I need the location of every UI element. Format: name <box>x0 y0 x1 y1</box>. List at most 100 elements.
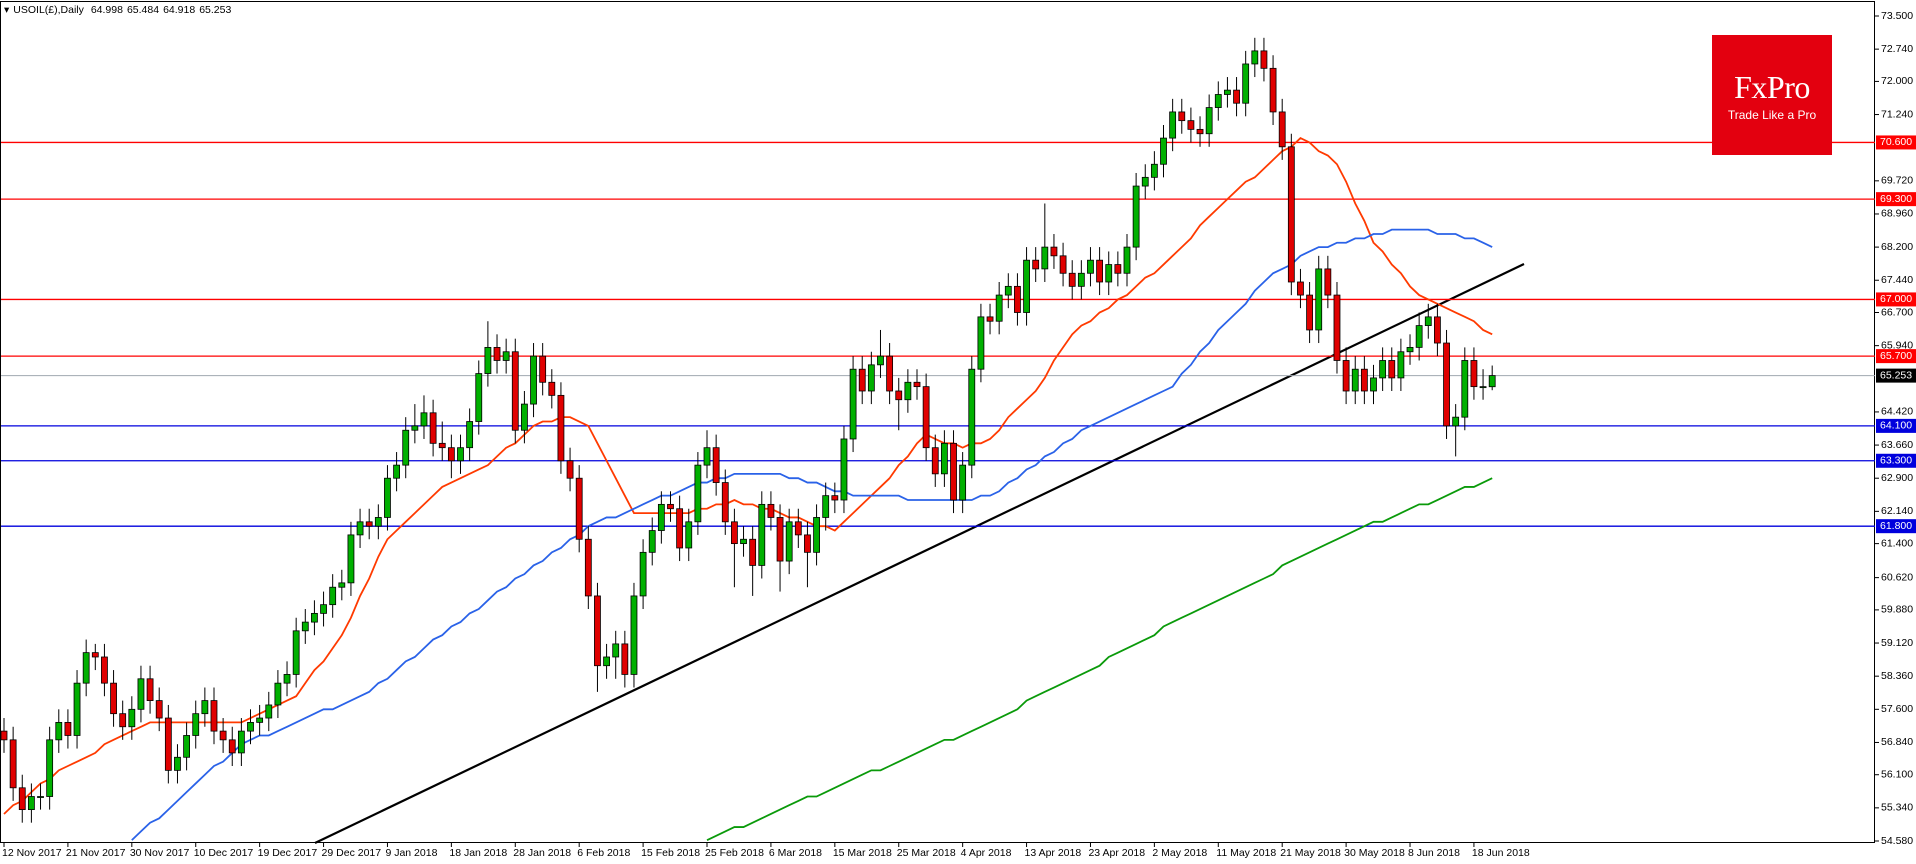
candle-body <box>347 534 355 584</box>
candle-body <box>931 447 939 475</box>
y-tick-label: 68.200 <box>1881 241 1913 253</box>
candle-body <box>657 503 665 531</box>
candle-body <box>1059 255 1067 274</box>
x-tick-label: 6 Feb 2018 <box>577 847 630 859</box>
candle-body <box>849 368 857 440</box>
candle-body <box>265 704 273 719</box>
candle-body <box>950 442 957 501</box>
candle-body <box>521 403 528 431</box>
x-tick-label: 12 Nov 2017 <box>2 847 62 859</box>
y-tick-label: 59.120 <box>1881 637 1913 649</box>
level-label-box <box>1876 453 1916 468</box>
candle-body <box>228 739 236 754</box>
candle-body <box>0 730 8 741</box>
candle-body <box>237 730 245 754</box>
candle-body <box>1443 342 1450 427</box>
candle-body <box>740 538 747 545</box>
candle-body <box>283 674 291 684</box>
plot-frame <box>0 1 1875 843</box>
candle-body <box>356 521 364 536</box>
candle-body <box>1251 50 1259 65</box>
candle-body <box>1406 346 1414 353</box>
candle-body <box>1479 386 1487 389</box>
header-icon: ▾ <box>4 4 10 16</box>
candle-body <box>420 412 428 427</box>
candle-body <box>402 429 410 466</box>
candle-body <box>630 595 638 675</box>
candle-body <box>676 508 684 549</box>
candle-body <box>922 386 930 449</box>
candle-body <box>1452 416 1460 427</box>
y-tick-label: 65.940 <box>1881 339 1913 351</box>
candle-body <box>1461 360 1469 418</box>
candle-body <box>1004 285 1012 296</box>
candle-body <box>895 390 903 401</box>
logo-tagline: Trade Like a Pro <box>1727 108 1817 122</box>
candle-body <box>119 713 127 728</box>
candle-body <box>1388 360 1396 379</box>
candle-body <box>1132 185 1140 248</box>
candle-body <box>831 495 839 501</box>
candle-body <box>858 368 866 392</box>
high-value: 65.484 <box>126 4 160 16</box>
y-tick-label: 67.440 <box>1881 274 1913 286</box>
candle-body <box>1379 360 1387 379</box>
candle-body <box>311 612 318 623</box>
y-tick-label: 55.340 <box>1881 802 1913 814</box>
candle-body <box>959 464 967 501</box>
y-tick-label: 60.620 <box>1881 571 1913 583</box>
x-tick-label: 11 May 2018 <box>1216 847 1276 859</box>
candle-body <box>128 708 136 728</box>
candle-body <box>1434 316 1441 344</box>
candle-body <box>146 678 154 701</box>
candle-body <box>621 643 629 675</box>
x-tick-label: 30 Nov 2017 <box>130 847 190 859</box>
logo: FxPro Trade Like a Pro <box>1712 35 1832 155</box>
candle-body <box>1333 294 1341 361</box>
y-tick-label: 62.140 <box>1881 505 1913 517</box>
moving-average-line <box>131 228 1493 841</box>
candle-body <box>1068 272 1076 287</box>
y-tick-label: 56.100 <box>1881 769 1913 781</box>
y-tick-label: 58.360 <box>1881 670 1913 682</box>
candle-body <box>767 503 775 518</box>
level-label-box <box>1876 135 1916 150</box>
candle-body <box>548 381 556 396</box>
candle-body <box>794 521 802 536</box>
x-tick-label: 28 Jan 2018 <box>513 847 571 859</box>
y-tick-label: 59.880 <box>1881 604 1913 616</box>
x-tick-label: 25 Feb 2018 <box>705 847 764 859</box>
x-tick-label: 18 Jun 2018 <box>1472 847 1530 859</box>
candle-body <box>1287 146 1295 283</box>
y-tick-label: 63.660 <box>1881 439 1913 451</box>
candle-body <box>393 464 400 479</box>
candle-body <box>73 682 81 736</box>
candle-body <box>1087 259 1094 274</box>
candle-body <box>320 604 327 614</box>
candle-body <box>219 730 227 741</box>
candle-body <box>557 394 565 462</box>
candle-body <box>438 442 446 449</box>
level-label: 64.100 <box>1880 420 1912 432</box>
candle-body <box>1424 316 1432 326</box>
y-tick-label: 72.740 <box>1881 43 1913 55</box>
candle-body <box>977 316 985 370</box>
y-tick-label: 72.000 <box>1881 75 1913 87</box>
x-tick-label: 9 Jan 2018 <box>385 847 437 859</box>
candle-body <box>1397 351 1405 379</box>
x-tick-label: 2 May 2018 <box>1152 847 1207 859</box>
candle-body <box>603 656 610 667</box>
candle-body <box>1178 111 1186 122</box>
candle-body <box>1105 264 1113 283</box>
candle-body <box>1041 246 1049 270</box>
candle-body <box>46 739 54 797</box>
candle-body <box>685 521 693 549</box>
candle-body <box>457 447 464 462</box>
candle-body <box>639 551 647 597</box>
candle-body <box>365 521 373 527</box>
candle-body <box>466 421 474 449</box>
candle-body <box>968 368 976 466</box>
chart-header: ▾ USOIL(£),Daily 64.998 65.484 64.918 65.253 <box>4 4 235 16</box>
candle-body <box>9 739 17 789</box>
candle-body <box>1360 368 1368 392</box>
